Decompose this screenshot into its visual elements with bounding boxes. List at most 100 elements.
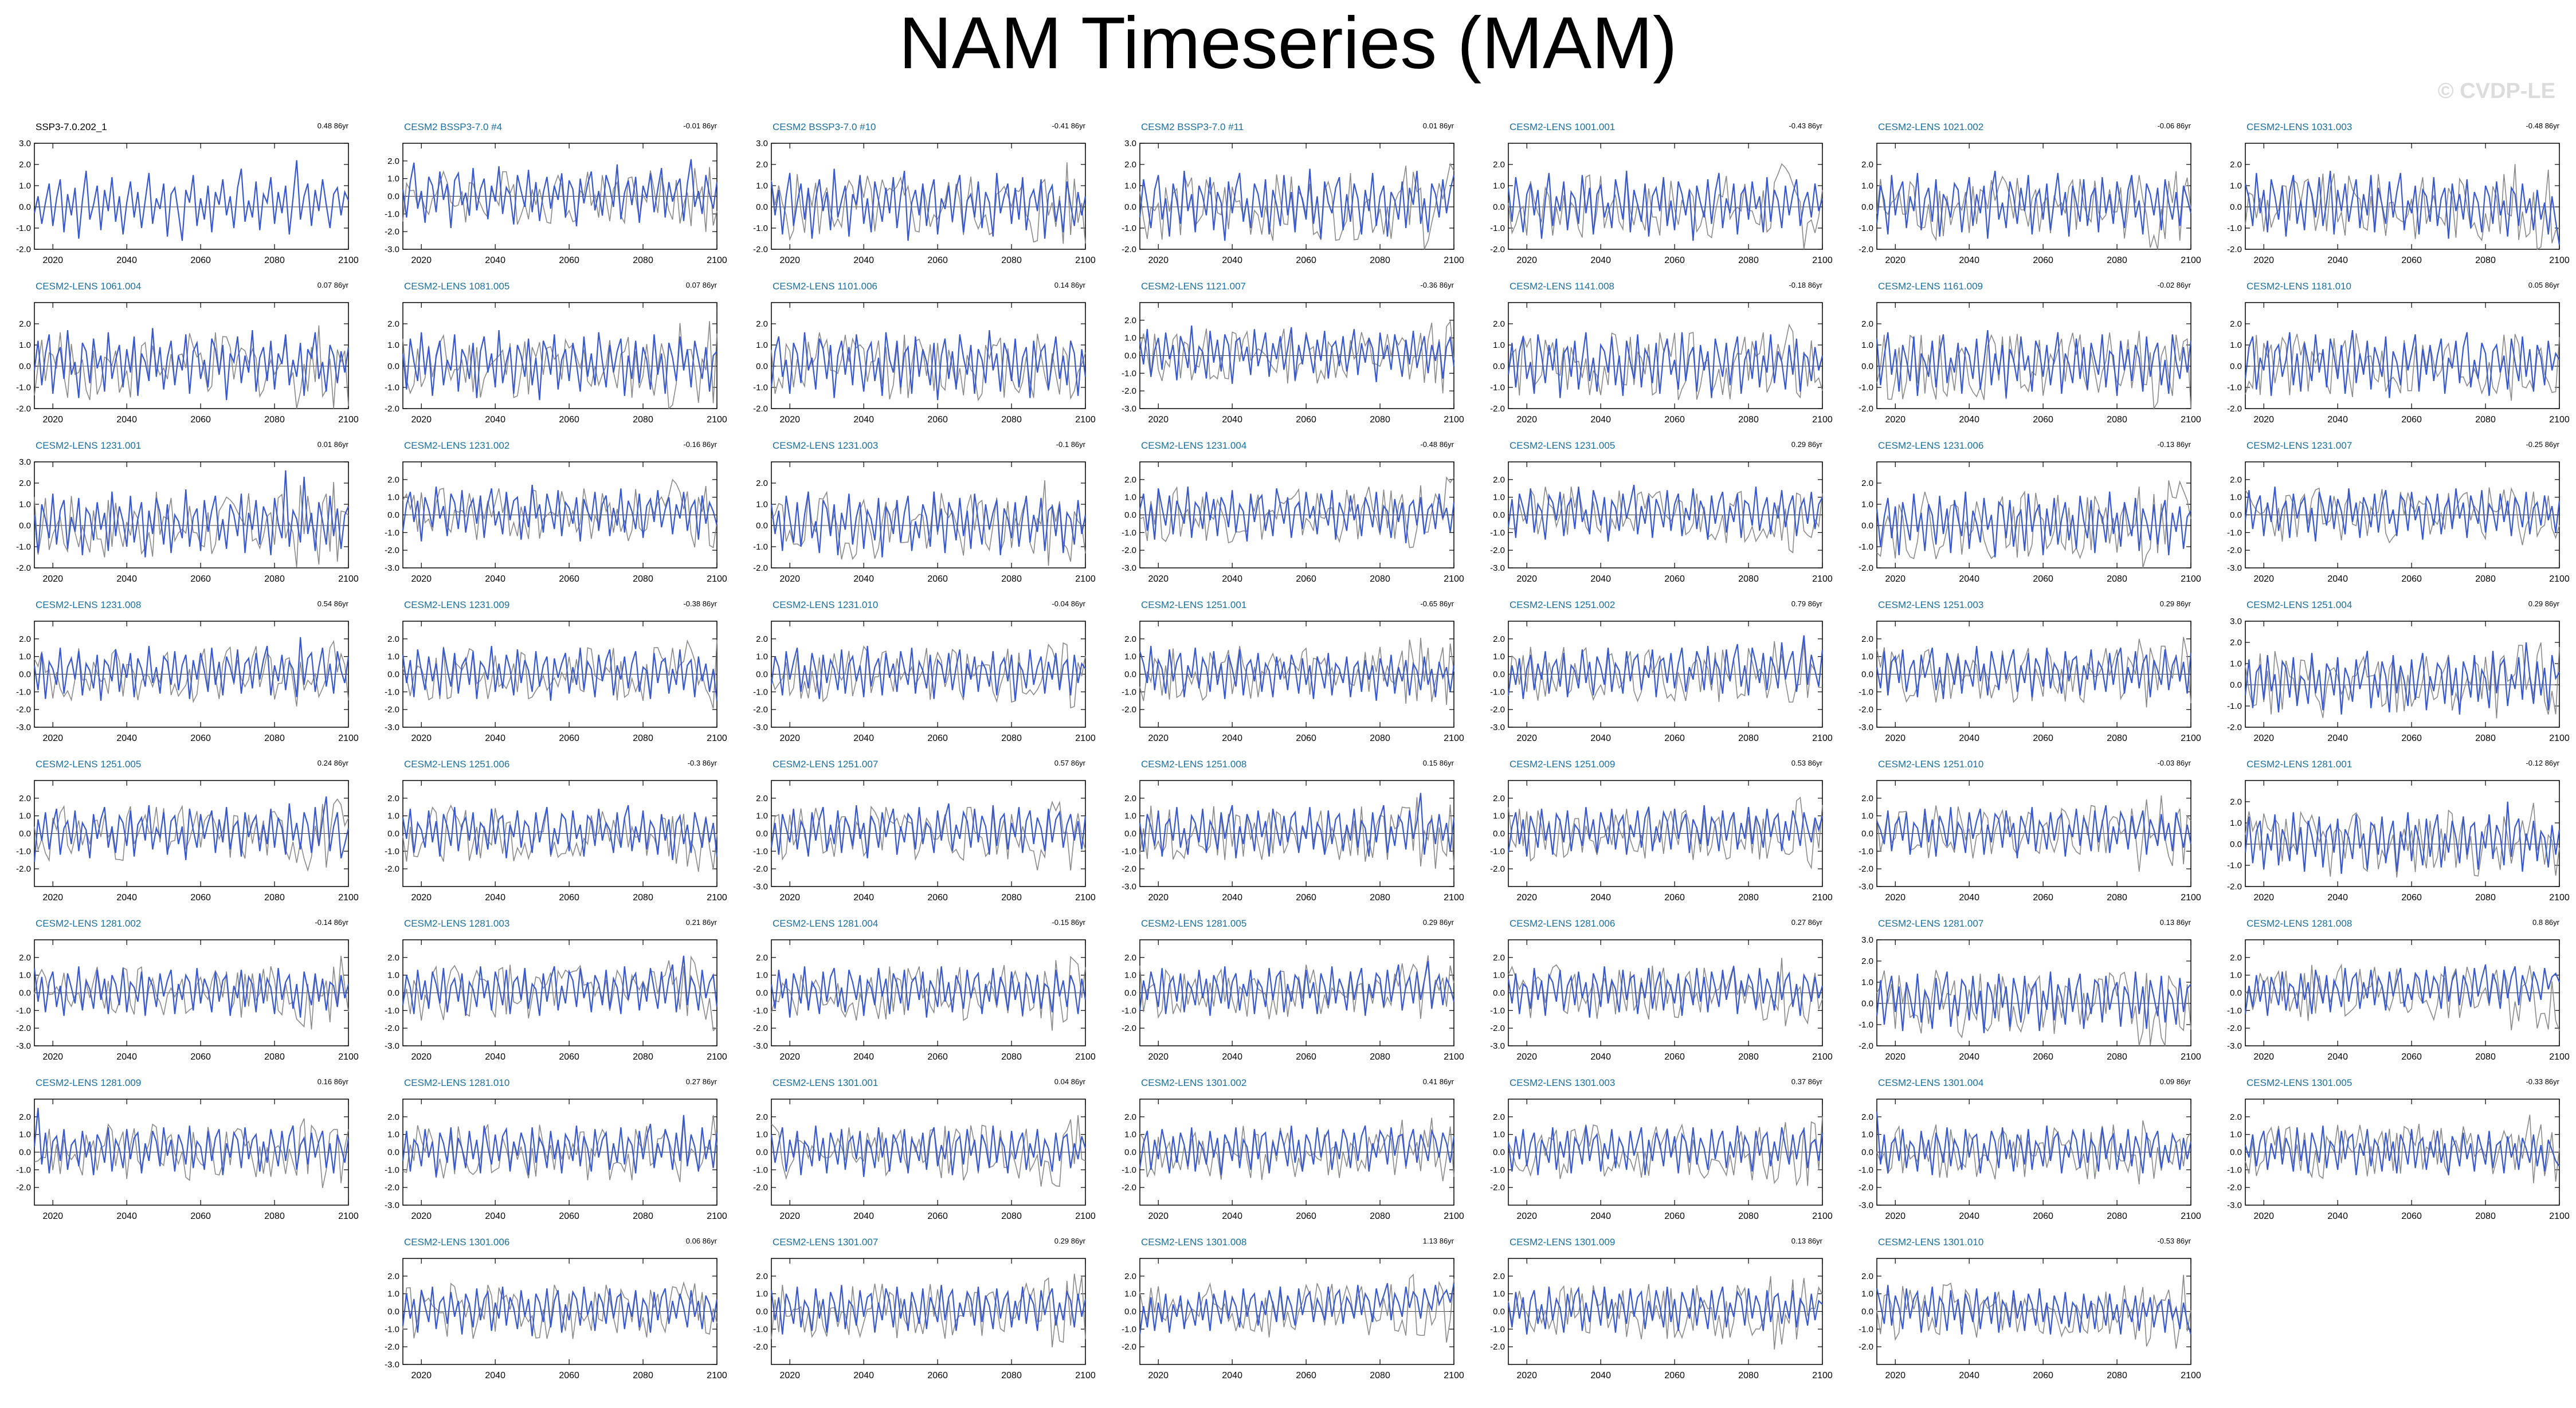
plot-frame — [2245, 302, 2560, 409]
y-tick-label: 1.0 — [387, 174, 399, 184]
chart-svg: -2.0 -1.0 0.0 1.0 2.0 2020 2040 2060 2080 2100 — [1490, 1099, 1833, 1221]
y-tick-label: 2.0 — [756, 160, 768, 170]
x-tick-label: 2020 — [779, 574, 800, 584]
series-line — [1507, 805, 1824, 857]
y-tick-label: -3.0 — [1490, 723, 1505, 732]
x-tick-label: 2020 — [1885, 893, 1905, 903]
series-line — [1507, 171, 1824, 241]
y-tick-label: -2.0 — [1859, 245, 1873, 254]
x-tick-label: 2020 — [779, 893, 800, 903]
x-tick-label: 2040 — [2327, 574, 2348, 584]
y-tick-label: 2.0 — [387, 794, 399, 803]
series-line — [2244, 487, 2561, 542]
x-tick-label: 2020 — [779, 1211, 800, 1221]
x-tick-label: 2100 — [2549, 893, 2570, 903]
y-tick-label: -3.0 — [753, 1041, 768, 1051]
series-line — [2244, 330, 2560, 398]
x-tick-label: 2100 — [707, 415, 727, 425]
y-tick-label: -3.0 — [385, 563, 399, 573]
y-tick-label: -1.0 — [1859, 687, 1873, 697]
y-tick-label: 1.0 — [2230, 1130, 2242, 1140]
y-tick-label: 1.0 — [1493, 340, 1505, 350]
x-tick-label: 2060 — [2033, 574, 2053, 584]
y-tick-label: 2.0 — [756, 319, 768, 329]
x-tick-label: 2100 — [2181, 415, 2201, 425]
panel-title: CESM2-LENS 1061.004 — [36, 281, 142, 292]
x-tick-label: 2060 — [927, 1052, 948, 1062]
x-tick-label: 2020 — [1885, 1211, 1905, 1221]
y-tick-label: -2.0 — [16, 404, 31, 414]
y-tick-label: 0.0 — [1861, 1307, 1873, 1317]
y-tick-label: 0.0 — [387, 192, 399, 202]
x-tick-label: 2060 — [1664, 574, 1685, 584]
panel-trend: 0.37 86yr — [1791, 1077, 1822, 1086]
y-tick-label: -2.0 — [1122, 386, 1136, 396]
panel-trend: -0.04 86yr — [1052, 599, 1085, 608]
y-tick-label: 1.0 — [1124, 181, 1136, 191]
reference-line — [1139, 320, 1454, 394]
reference-line — [402, 321, 717, 410]
chart-svg: -2.0 -1.0 0.0 1.0 2.0 3.0 2020 2040 2060 2080 2100 — [16, 139, 359, 265]
chart-svg: -3.0 -2.0 -1.0 0.0 1.0 2.0 2020 2040 2060 2080 210… — [1859, 1099, 2201, 1221]
chart-panel: CESM2-LENS 1231.010 -0.04 86yr -3.0 -2.0 -1.… — [737, 478, 1105, 743]
series-line — [2244, 964, 2561, 1016]
x-tick-label: 2060 — [1296, 1371, 1316, 1380]
y-tick-label: 1.0 — [1124, 493, 1136, 503]
x-tick-label: 2040 — [485, 734, 505, 743]
panel-title: CESM2-LENS 1101.006 — [773, 281, 878, 292]
x-tick-label: 2020 — [1516, 893, 1537, 903]
y-tick-label: -2.0 — [1859, 705, 1873, 715]
panel-title: CESM2-LENS 1231.002 — [404, 440, 510, 451]
x-tick-label: 2080 — [264, 893, 285, 903]
panel-trend: -0.01 86yr — [683, 121, 717, 130]
y-tick-label: -1.0 — [385, 1324, 399, 1334]
plot-frame — [771, 302, 1086, 409]
y-tick-label: 1.0 — [19, 971, 31, 980]
x-tick-label: 2060 — [2033, 1052, 2053, 1062]
y-tick-label: 1.0 — [2230, 818, 2242, 828]
x-tick-label: 2100 — [707, 1052, 727, 1062]
panel-trend: 0.48 86yr — [317, 121, 348, 130]
panel-trend: 0.79 86yr — [1791, 599, 1822, 608]
x-tick-label: 2020 — [1516, 1052, 1537, 1062]
chart-svg: -2.0 -1.0 0.0 1.0 2.0 2020 2040 2060 2080 2100 — [1859, 302, 2201, 425]
chart-panel: CESM2-LENS 1251.003 0.29 86yr -3.0 -2.0 -1.0… — [1842, 478, 2211, 743]
x-tick-label: 2060 — [1664, 1371, 1685, 1380]
chart-panel: CESM2-LENS 1161.009 -0.02 86yr -2.0 -1.0 0.0… — [1842, 159, 2211, 425]
y-tick-label: 1.0 — [387, 1289, 399, 1299]
panel-title: CESM2-LENS 1021.002 — [1878, 121, 1984, 132]
series-line — [402, 805, 718, 860]
panel-title: CESM2-LENS 1301.004 — [1878, 1077, 1984, 1088]
y-tick-label: 2.0 — [387, 1272, 399, 1281]
y-tick-label: 1.0 — [1124, 652, 1136, 662]
y-tick-label: 3.0 — [1861, 935, 1873, 945]
y-tick-label: 1.0 — [19, 500, 31, 509]
reference-line — [1876, 1274, 2191, 1349]
x-tick-label: 2080 — [1738, 1052, 1759, 1062]
panel-trend: -0.48 86yr — [2526, 121, 2559, 130]
panel-title: CESM2-LENS 1281.008 — [2246, 918, 2352, 929]
series-line — [1876, 1111, 2192, 1175]
y-tick-label: -2.0 — [385, 705, 399, 715]
reference-line — [771, 332, 1086, 402]
x-tick-label: 2080 — [2475, 574, 2496, 584]
y-tick-label: -2.0 — [385, 227, 399, 237]
panel-trend: 0.13 86yr — [2159, 918, 2191, 927]
y-tick-label: 2.0 — [2230, 953, 2242, 963]
series-line — [402, 159, 718, 229]
x-tick-label: 2060 — [2401, 574, 2422, 584]
panel-title: CESM2-LENS 1231.001 — [36, 440, 142, 451]
x-tick-label: 2060 — [2033, 893, 2053, 903]
y-tick-label: 0.0 — [1124, 1307, 1136, 1317]
x-tick-label: 2060 — [559, 734, 579, 743]
x-tick-label: 2080 — [1370, 574, 1390, 584]
series-line — [770, 646, 1086, 701]
x-tick-label: 2100 — [2181, 256, 2201, 265]
y-tick-label: -2.0 — [2227, 404, 2242, 414]
x-tick-label: 2040 — [853, 415, 874, 425]
panel-trend: -0.14 86yr — [315, 918, 348, 927]
y-tick-label: 2.0 — [756, 1112, 768, 1122]
y-tick-label: -2.0 — [753, 563, 768, 573]
y-tick-label: 2.0 — [1861, 794, 1873, 803]
y-tick-label: -3.0 — [16, 723, 31, 732]
